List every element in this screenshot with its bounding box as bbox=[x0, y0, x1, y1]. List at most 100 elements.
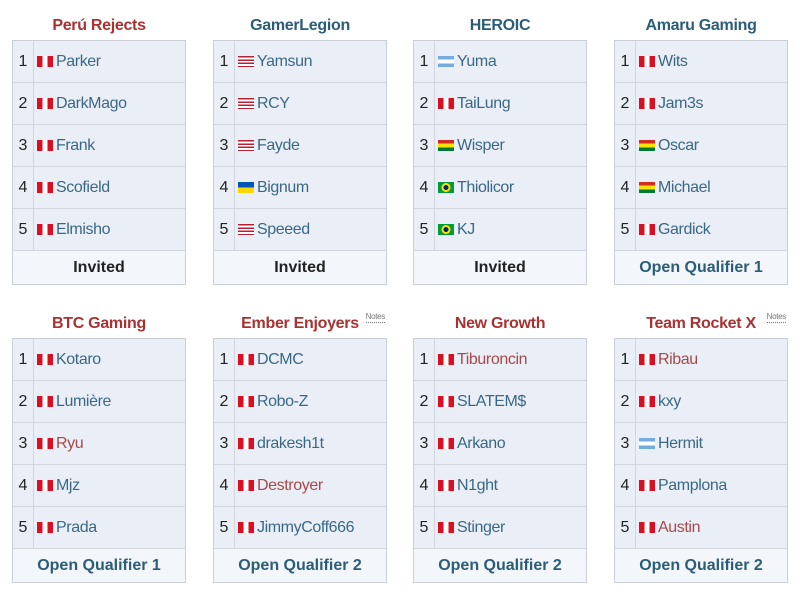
team-name[interactable]: Ember Enjoyers Notes bbox=[213, 310, 387, 338]
player-row: 2 Jam3s bbox=[615, 83, 787, 125]
team-card-new-growth: New Growth 1 Tiburoncin 2 SLATEM$ 3 Arka… bbox=[413, 310, 587, 583]
team-name-link[interactable]: HEROIC bbox=[469, 17, 531, 34]
team-name-link[interactable]: Amaru Gaming bbox=[645, 17, 757, 34]
team-name-link[interactable]: New Growth bbox=[454, 315, 546, 332]
notes-link[interactable]: Notes bbox=[766, 312, 786, 323]
player-rank: 3 bbox=[214, 125, 235, 166]
player-name-link[interactable]: Michael bbox=[658, 178, 711, 196]
player-rank: 1 bbox=[214, 41, 235, 82]
flag-pe-icon bbox=[438, 396, 454, 407]
player-name-link[interactable]: Ryu bbox=[56, 434, 84, 452]
player-name-link[interactable]: Prada bbox=[56, 518, 97, 536]
player-rank: 2 bbox=[615, 83, 636, 124]
team-name-link[interactable]: GamerLegion bbox=[250, 17, 350, 34]
flag-us-icon bbox=[238, 98, 254, 109]
player-name-link[interactable]: Tiburoncin bbox=[457, 350, 528, 368]
player-name-link[interactable]: Thiolicor bbox=[457, 178, 514, 196]
player-name-link[interactable]: Bignum bbox=[257, 178, 309, 196]
flag-us-icon bbox=[238, 224, 254, 235]
qualification-method[interactable]: Open Qualifier 2 bbox=[414, 549, 586, 582]
roster-table: 1 Wits 2 Jam3s 3 Oscar 4 Michael 5 Gardi… bbox=[614, 40, 788, 285]
team-card-per-rejects: Perú Rejects 1 Parker 2 DarkMago 3 Frank… bbox=[12, 12, 186, 285]
flag-pe-icon bbox=[238, 438, 254, 449]
player-name-link[interactable]: Mjz bbox=[56, 476, 80, 494]
flag-pe-icon bbox=[639, 224, 655, 235]
player-rank: 2 bbox=[414, 83, 435, 124]
player-name-link[interactable]: DCMC bbox=[257, 350, 304, 368]
flag-bo-icon bbox=[438, 140, 454, 151]
player-row: 5 Speeed bbox=[214, 209, 386, 251]
flag-pe-icon bbox=[238, 480, 254, 491]
player-name-link[interactable]: Scofield bbox=[56, 178, 110, 196]
player-row: 2 DarkMago bbox=[13, 83, 185, 125]
qualification-method[interactable]: Open Qualifier 1 bbox=[13, 549, 185, 582]
player-name-link[interactable]: Austin bbox=[658, 518, 701, 536]
player-name-link[interactable]: Stinger bbox=[457, 518, 505, 536]
player-name-link[interactable]: Yuma bbox=[457, 52, 497, 70]
player-name-link[interactable]: JimmyCoff666 bbox=[257, 518, 355, 536]
player-row: 2 RCY bbox=[214, 83, 386, 125]
team-name-link[interactable]: BTC Gaming bbox=[52, 315, 146, 332]
player-rank: 3 bbox=[615, 125, 636, 166]
player-name-link[interactable]: N1ght bbox=[457, 476, 498, 494]
flag-pe-icon bbox=[639, 396, 655, 407]
player-name-link[interactable]: Pamplona bbox=[658, 476, 727, 494]
team-name-link[interactable]: Team Rocket X bbox=[646, 315, 756, 332]
player-name-link[interactable]: Hermit bbox=[658, 434, 703, 452]
player-name-link[interactable]: Wisper bbox=[457, 136, 505, 154]
player-name-link[interactable]: DarkMago bbox=[56, 94, 127, 112]
team-name[interactable]: Amaru Gaming bbox=[614, 12, 788, 40]
player-row: 4 Thiolicor bbox=[414, 167, 586, 209]
qualification-method[interactable]: Open Qualifier 2 bbox=[615, 549, 787, 582]
player-name-link[interactable]: Arkano bbox=[457, 434, 506, 452]
team-name-link[interactable]: Perú Rejects bbox=[52, 17, 146, 34]
player-name-link[interactable]: Ribau bbox=[658, 350, 698, 368]
qualification-method: Invited bbox=[414, 251, 586, 284]
player-rank: 1 bbox=[414, 339, 435, 380]
player-name-link[interactable]: Yamsun bbox=[257, 52, 313, 70]
player-row: 1 Ribau bbox=[615, 339, 787, 381]
team-card-btc-gaming: BTC Gaming 1 Kotaro 2 Lumière 3 Ryu 4 Mj… bbox=[12, 310, 186, 583]
notes-link[interactable]: Notes bbox=[365, 312, 385, 323]
player-name-link[interactable]: Robo-Z bbox=[257, 392, 308, 410]
player-name-link[interactable]: Kotaro bbox=[56, 350, 101, 368]
team-name[interactable]: BTC Gaming bbox=[12, 310, 186, 338]
team-name[interactable]: Team Rocket X Notes bbox=[614, 310, 788, 338]
player-name-link[interactable]: TaiLung bbox=[457, 94, 511, 112]
qualification-method[interactable]: Open Qualifier 1 bbox=[615, 251, 787, 284]
player-row: 4 Destroyer bbox=[214, 465, 386, 507]
player-name-link[interactable]: Fayde bbox=[257, 136, 300, 154]
player-row: 3 Frank bbox=[13, 125, 185, 167]
team-name[interactable]: HEROIC bbox=[413, 12, 587, 40]
player-row: 5 Gardick bbox=[615, 209, 787, 251]
player-name-link[interactable]: Jam3s bbox=[658, 94, 704, 112]
team-name[interactable]: New Growth bbox=[413, 310, 587, 338]
player-name-link[interactable]: Frank bbox=[56, 136, 95, 154]
player-row: 3 Ryu bbox=[13, 423, 185, 465]
player-name-link[interactable]: KJ bbox=[457, 220, 475, 238]
player-name-link[interactable]: Lumière bbox=[56, 392, 112, 410]
player-name-link[interactable]: Parker bbox=[56, 52, 101, 70]
player-rank: 4 bbox=[13, 167, 34, 208]
player-rank: 5 bbox=[615, 507, 636, 548]
player-name-link[interactable]: Wits bbox=[658, 52, 688, 70]
player-rank: 2 bbox=[214, 83, 235, 124]
flag-ar-icon bbox=[438, 56, 454, 67]
player-name-link[interactable]: Elmisho bbox=[56, 220, 111, 238]
player-name-link[interactable]: kxy bbox=[658, 392, 681, 410]
player-name-link[interactable]: Destroyer bbox=[257, 476, 323, 494]
player-name-link[interactable]: Speeed bbox=[257, 220, 310, 238]
player-name-link[interactable]: Gardick bbox=[658, 220, 711, 238]
player-name-link[interactable]: RCY bbox=[257, 94, 290, 112]
player-name-link[interactable]: drakesh1t bbox=[257, 434, 324, 452]
team-name-link[interactable]: Ember Enjoyers bbox=[241, 315, 359, 332]
player-name-link[interactable]: Oscar bbox=[658, 136, 699, 154]
qualification-method[interactable]: Open Qualifier 2 bbox=[214, 549, 386, 582]
team-name[interactable]: Perú Rejects bbox=[12, 12, 186, 40]
player-name-link[interactable]: SLATEM$ bbox=[457, 392, 526, 410]
player-rank: 3 bbox=[414, 423, 435, 464]
player-row: 4 Michael bbox=[615, 167, 787, 209]
player-rank: 3 bbox=[414, 125, 435, 166]
team-name[interactable]: GamerLegion bbox=[213, 12, 387, 40]
player-rank: 4 bbox=[214, 167, 235, 208]
